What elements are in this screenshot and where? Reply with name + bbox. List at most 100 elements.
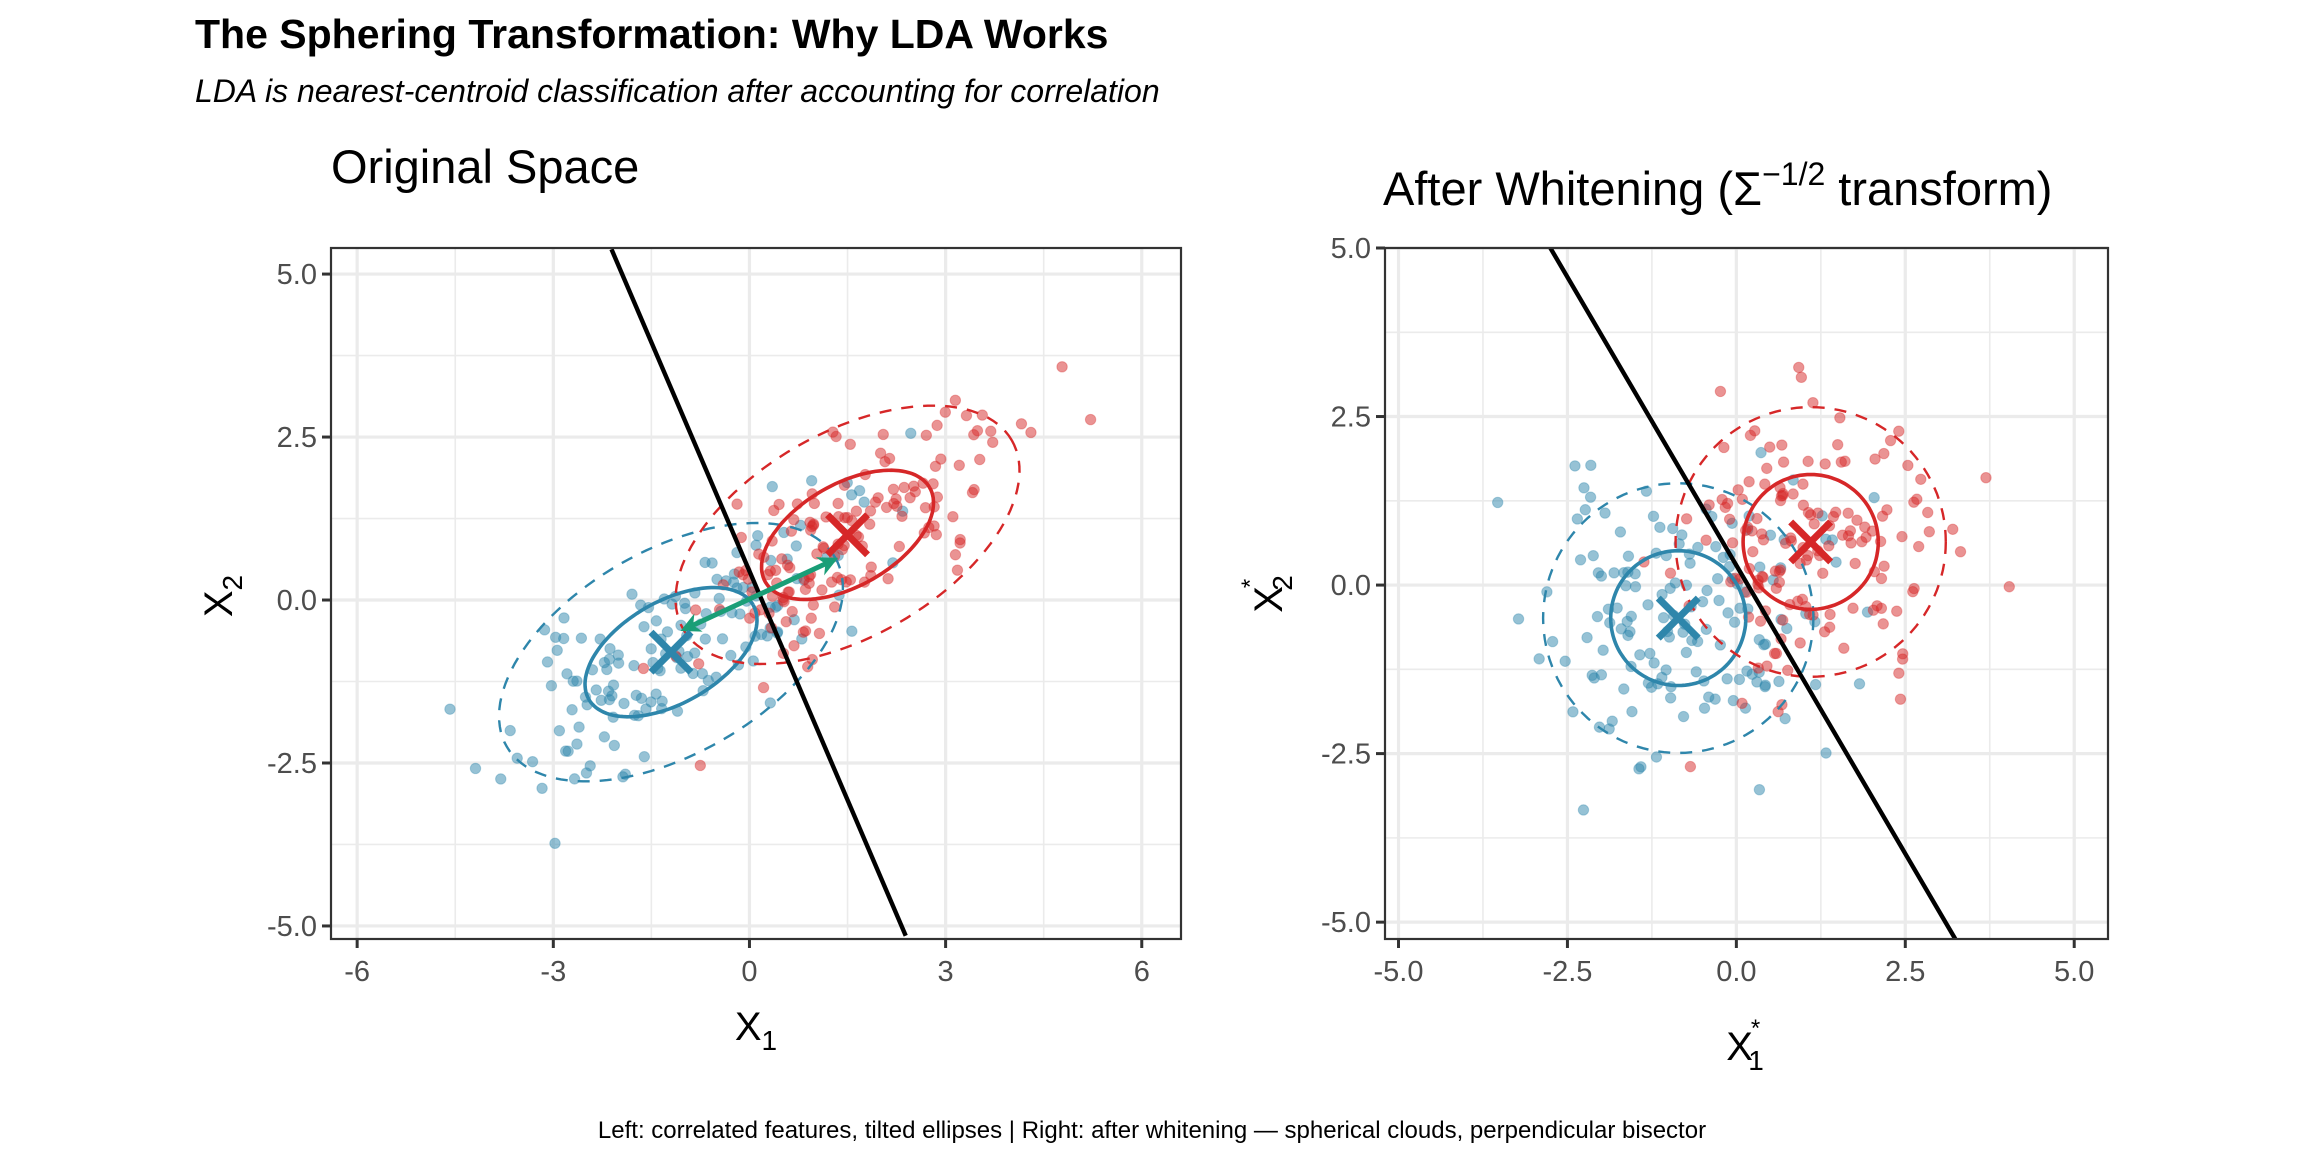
data-point <box>1722 607 1734 619</box>
data-point <box>1753 783 1766 796</box>
data-point <box>650 688 662 700</box>
data-point <box>1733 673 1746 686</box>
data-point <box>1851 514 1863 526</box>
data-point <box>806 520 818 533</box>
data-point <box>1884 434 1897 447</box>
data-point <box>1587 549 1599 562</box>
data-point <box>971 424 984 437</box>
x-tick-label: 0 <box>741 956 757 988</box>
data-point <box>1677 710 1690 723</box>
data-point <box>628 659 640 672</box>
data-point <box>1845 537 1857 549</box>
data-point <box>1770 582 1783 595</box>
data-point <box>1664 567 1677 579</box>
data-point <box>953 459 965 471</box>
y-tick-label: 0.0 <box>277 585 317 617</box>
data-point <box>780 616 792 628</box>
data-point <box>788 513 800 526</box>
data-point <box>637 662 650 675</box>
data-point <box>713 592 725 605</box>
data-point <box>864 518 876 530</box>
data-point <box>1875 572 1888 585</box>
data-point <box>1713 594 1725 607</box>
data-point <box>1578 482 1590 494</box>
data-point <box>699 633 712 645</box>
data-point <box>891 500 903 512</box>
data-point <box>1756 528 1768 540</box>
data-point <box>1588 672 1600 684</box>
data-point <box>1849 557 1861 570</box>
data-point <box>846 625 858 637</box>
data-point <box>602 685 615 697</box>
data-point <box>584 760 596 772</box>
data-point <box>1633 763 1645 775</box>
data-point <box>1567 706 1579 718</box>
data-point <box>1824 608 1836 621</box>
data-point <box>504 724 516 737</box>
data-point <box>817 541 829 553</box>
y-tick-label: -5.0 <box>267 911 317 943</box>
data-point <box>553 724 566 737</box>
data-point <box>1714 385 1727 398</box>
x-tick-label: 0.0 <box>1716 956 1756 988</box>
data-point <box>1597 644 1609 656</box>
data-point <box>1777 614 1789 626</box>
data-point <box>757 681 770 694</box>
data-point <box>816 584 828 596</box>
data-point <box>1795 371 1808 384</box>
data-point <box>549 631 562 644</box>
data-point <box>1915 473 1927 485</box>
data-point <box>1491 496 1504 509</box>
figure-subtitle: LDA is nearest-centroid classification a… <box>195 73 1160 109</box>
data-point <box>1621 615 1633 628</box>
points-class_a <box>1638 361 2015 773</box>
data-point <box>733 566 745 578</box>
data-point <box>1717 551 1729 564</box>
data-point <box>678 597 691 609</box>
panel-after-whitening: After Whitening (Σ−1/2 transform) -5.0 -2… <box>1237 156 2110 1076</box>
data-point <box>919 501 932 514</box>
data-point <box>987 436 999 449</box>
data-point <box>645 696 657 708</box>
data-point <box>2003 581 2015 593</box>
data-point <box>904 491 916 504</box>
data-point <box>549 837 561 850</box>
x-tick-label: -3 <box>540 956 566 988</box>
x-tick-label: -6 <box>344 956 370 988</box>
data-point <box>1779 712 1791 725</box>
data-point <box>1701 584 1713 597</box>
data-point <box>1533 653 1545 665</box>
data-point <box>1736 493 1749 506</box>
data-point <box>1703 499 1715 511</box>
y-tick-label: -2.5 <box>1321 739 1371 771</box>
data-point <box>1749 425 1761 437</box>
data-point <box>872 492 884 504</box>
data-point <box>931 419 943 432</box>
data-point <box>571 738 583 750</box>
data-point <box>1869 453 1881 465</box>
x-tick-label: 5.0 <box>2054 956 2094 988</box>
data-point <box>929 460 942 473</box>
data-point <box>1954 545 1967 558</box>
data-point <box>568 773 581 785</box>
data-point <box>1546 635 1559 648</box>
data-point <box>604 643 616 655</box>
data-point <box>1025 426 1037 439</box>
data-point <box>825 576 838 588</box>
data-point <box>1770 647 1783 660</box>
data-point <box>766 480 778 493</box>
data-point <box>561 668 573 680</box>
data-point <box>734 608 746 620</box>
data-point <box>1829 506 1842 518</box>
y-tick-label: 5.0 <box>277 259 317 291</box>
data-point <box>799 583 812 596</box>
data-point <box>1645 681 1658 693</box>
data-point <box>1835 456 1847 468</box>
data-point <box>1084 413 1097 426</box>
data-point <box>853 484 866 497</box>
data-point <box>879 455 891 468</box>
data-point <box>1569 460 1581 472</box>
data-point <box>966 486 979 499</box>
x-tick-label: -2.5 <box>1542 956 1592 988</box>
y-tick-label: -2.5 <box>267 748 317 780</box>
